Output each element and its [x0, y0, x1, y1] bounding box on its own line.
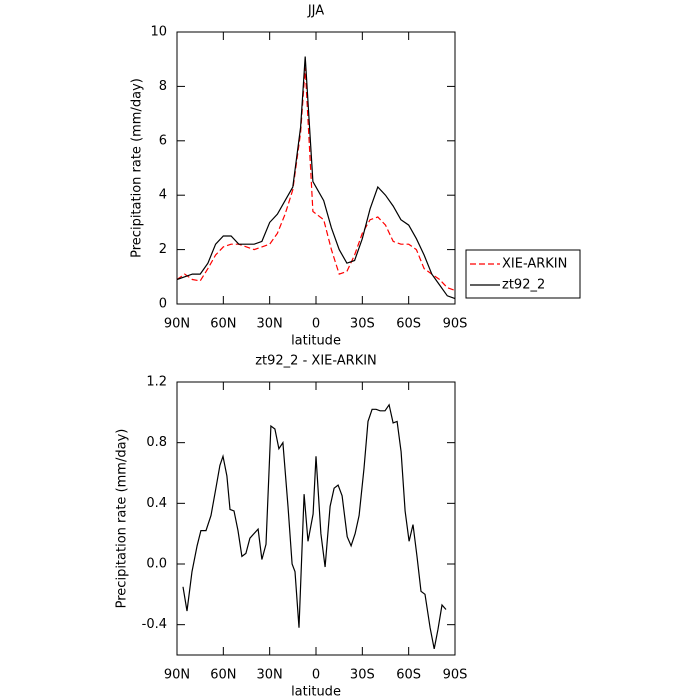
- x-tick-label: 60S: [396, 317, 421, 332]
- data-line: [176, 56, 456, 300]
- data-line: [176, 67, 456, 291]
- x-tick-label: 0: [312, 668, 320, 683]
- y-tick-label: 1.2: [146, 375, 167, 390]
- y-tick-label: 2: [159, 242, 167, 257]
- x-tick-label: 60N: [210, 317, 236, 332]
- x-tick-label: 90N: [164, 317, 190, 332]
- data-line: [182, 403, 447, 650]
- y-tick-label: 6: [159, 133, 167, 148]
- y-axis-label: Precipitation rate (mm/day): [115, 429, 130, 609]
- x-tick-label: 90N: [164, 668, 190, 683]
- x-tick-label: 60S: [396, 668, 421, 683]
- x-tick-label: 90S: [443, 317, 468, 332]
- x-tick-label: 30N: [257, 317, 283, 332]
- x-tick-label: 30N: [257, 668, 283, 683]
- x-axis-label: latitude: [291, 334, 341, 349]
- plot-frame: [176, 381, 456, 656]
- y-tick-label: 8: [159, 79, 167, 94]
- y-tick-label: 10: [150, 25, 167, 40]
- y-tick-label: -0.4: [142, 617, 167, 632]
- legend-box: [465, 249, 581, 299]
- x-tick-label: 30S: [350, 668, 375, 683]
- legend-label: zt92_2: [502, 278, 545, 293]
- y-tick-label: 0.8: [146, 435, 167, 450]
- y-tick-label: 0: [159, 297, 167, 312]
- x-tick-label: 30S: [350, 317, 375, 332]
- y-tick-label: 0.4: [146, 496, 167, 511]
- legend-label: XIE-ARKIN: [502, 257, 567, 272]
- y-tick-label: 4: [159, 188, 167, 203]
- x-tick-label: 0: [312, 317, 320, 332]
- chart-title: zt92_2 - XIE-ARKIN: [255, 354, 377, 369]
- chart-title: JJA: [307, 4, 324, 19]
- x-axis-label: latitude: [291, 685, 341, 700]
- x-tick-label: 60N: [210, 668, 236, 683]
- y-axis-label: Precipitation rate (mm/day): [130, 78, 145, 258]
- y-tick-label: 0.0: [146, 557, 167, 572]
- plot-frame: [176, 31, 456, 305]
- x-tick-label: 90S: [443, 668, 468, 683]
